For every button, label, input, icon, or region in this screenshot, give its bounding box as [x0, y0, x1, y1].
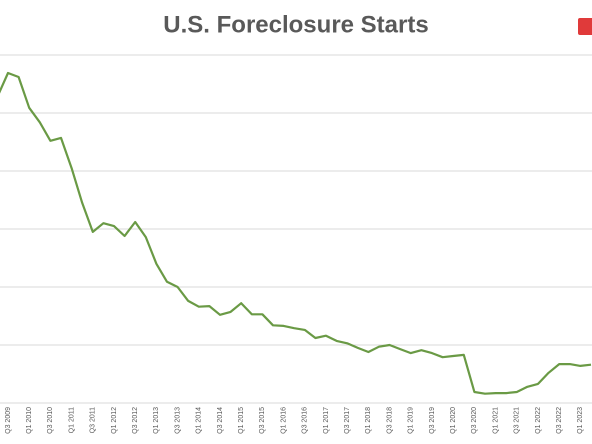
x-tick-label: Q1 2010 [26, 407, 33, 434]
x-tick-label: Q3 2014 [217, 407, 224, 434]
x-tick-label: Q1 2019 [408, 407, 415, 434]
x-tick-label: Q3 2016 [302, 407, 309, 434]
x-tick-label: Q1 2014 [196, 407, 203, 434]
x-tick-label: Q1 2023 [577, 407, 584, 434]
x-tick-label: Q3 2017 [344, 407, 351, 434]
x-tick-label: Q3 2020 [471, 407, 478, 434]
x-tick-label: Q3 2012 [132, 407, 139, 434]
x-tick-label: Q1 2015 [238, 407, 245, 434]
x-tick-label: Q1 2020 [450, 407, 457, 434]
x-tick-label: Q3 2009 [5, 407, 12, 434]
x-tick-label: Q1 2017 [323, 407, 330, 434]
x-tick-label: Q1 2016 [280, 407, 287, 434]
logo-box [578, 18, 592, 35]
x-tick-label: Q3 2010 [47, 407, 54, 434]
x-tick-label: Q1 2011 [68, 407, 75, 433]
x-tick-label: Q3 2011 [90, 407, 97, 433]
x-tick-label: Q3 2013 [174, 407, 181, 434]
logo-icon [578, 18, 592, 35]
x-tick-label: Q3 2021 [514, 407, 521, 434]
data-line [0, 71, 592, 395]
x-tick-label: Q1 2022 [535, 407, 542, 434]
x-tick-label: Q1 2012 [111, 407, 118, 434]
x-tick-label: Q3 2019 [429, 407, 436, 434]
x-tick-label: Q1 2021 [492, 407, 499, 434]
chart-title: U.S. Foreclosure Starts [163, 11, 428, 38]
x-tick-label: Q1 2018 [365, 407, 372, 434]
x-tick-label: Q3 2015 [259, 407, 266, 434]
x-tick-label: Q3 2022 [556, 407, 563, 434]
x-tick-label: Q3 2018 [386, 407, 393, 434]
x-tick-label: Q1 2013 [153, 407, 160, 434]
